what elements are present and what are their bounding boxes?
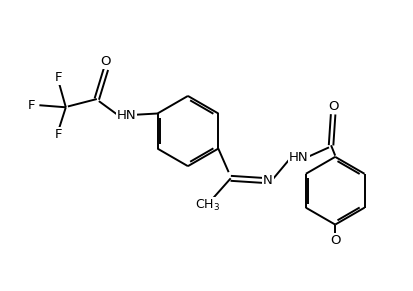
Text: CH$_3$: CH$_3$ (195, 198, 221, 213)
Text: N: N (263, 174, 273, 187)
Text: O: O (328, 100, 338, 113)
Text: O: O (101, 55, 111, 68)
Text: F: F (55, 71, 62, 84)
Text: F: F (55, 128, 62, 141)
Text: HN: HN (289, 151, 309, 164)
Text: HN: HN (117, 109, 136, 122)
Text: O: O (330, 234, 340, 247)
Text: F: F (28, 99, 36, 112)
